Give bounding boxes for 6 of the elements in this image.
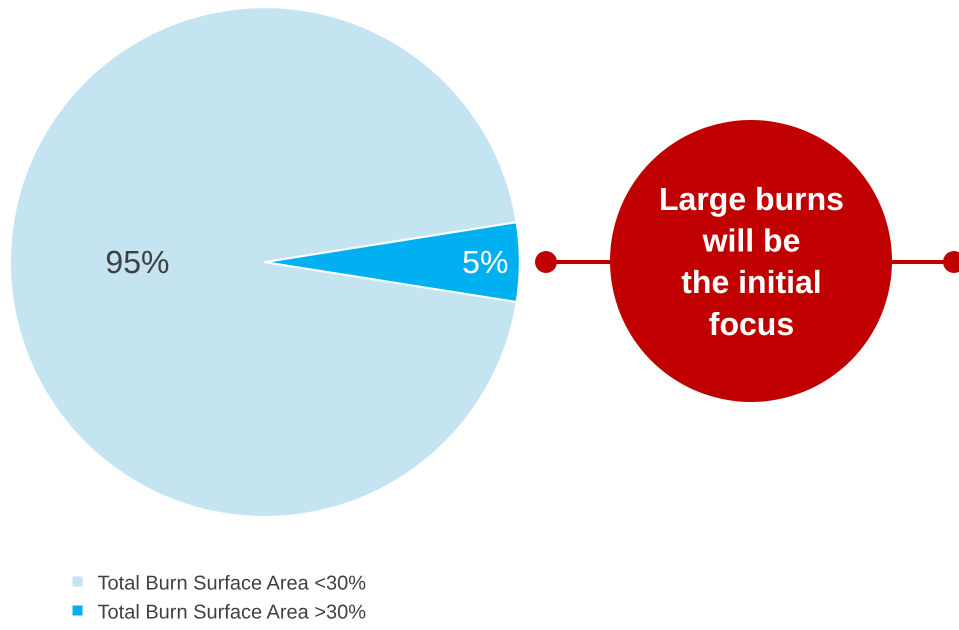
pie-slice bbox=[8, 6, 518, 518]
data-label: 5% bbox=[462, 244, 508, 280]
legend-label: Total Burn Surface Area <30% bbox=[98, 572, 366, 594]
data-label: 95% bbox=[105, 244, 170, 280]
legend-label: Total Burn Surface Area >30% bbox=[98, 601, 366, 624]
text: Large burns will be the initial focus bbox=[659, 181, 844, 342]
